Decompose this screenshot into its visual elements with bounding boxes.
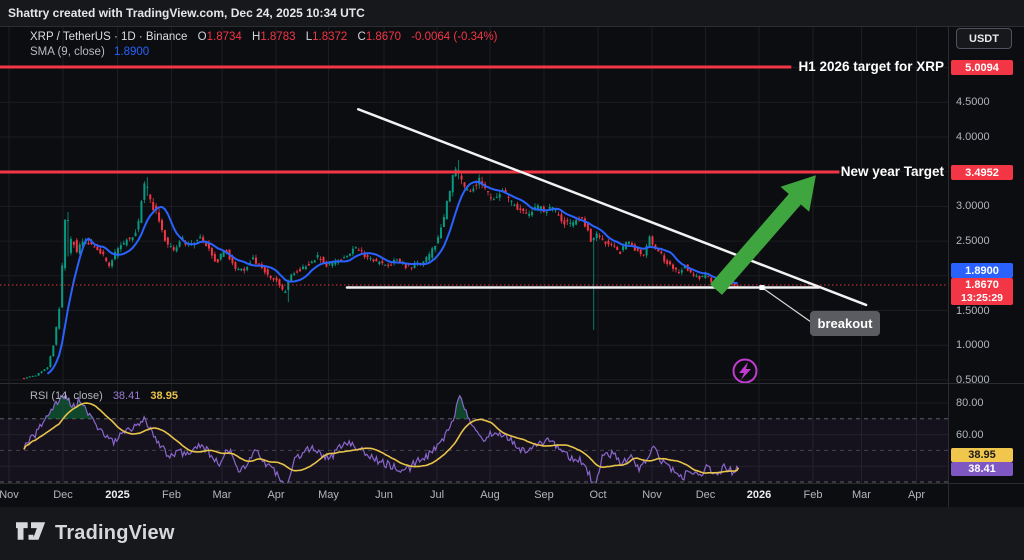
rsi-tick: 80.00: [956, 397, 984, 409]
sma-line: [46, 180, 738, 375]
chart-background: [0, 26, 1024, 507]
open-value: 1.8734: [206, 31, 242, 43]
breakout-callout-line: [761, 287, 812, 323]
breakout-callout-label[interactable]: breakout: [810, 311, 880, 336]
last-price-badge: 1.8670 13:25:29: [951, 278, 1013, 305]
open-label: O: [197, 31, 207, 43]
price-tick: 4.5000: [956, 96, 990, 109]
close-value: 1.8670: [365, 31, 401, 43]
time-axis-label: Apr: [907, 489, 926, 501]
time-axis-label: Nov: [642, 489, 662, 501]
rsi-tick: 60.00: [956, 428, 984, 441]
time-axis-label: Jul: [429, 489, 445, 501]
target-line-2-label[interactable]: New year Target: [840, 164, 944, 179]
high-value: 1.8783: [260, 31, 296, 43]
time-axis[interactable]: Nov Dec 2025 Feb Mar Apr May Jun Jul Aug Sep Oct Nov…: [0, 484, 948, 506]
rsi-band: [0, 418, 948, 483]
footer-bar: TradingView: [0, 507, 1024, 560]
grid-lines: [0, 26, 948, 483]
price-tick: 1.5000: [956, 304, 990, 317]
time-axis-label: Nov: [0, 489, 19, 501]
high-label: H: [252, 31, 261, 43]
descending-trendline[interactable]: [356, 107, 868, 307]
target-line-1-label[interactable]: H1 2026 target for XRP: [798, 59, 944, 74]
time-axis-label: Mar: [212, 489, 232, 501]
time-axis-label: Dec: [53, 489, 73, 501]
price-tick: 2.5000: [956, 235, 990, 248]
rsi-ma-badge: 38.95: [951, 448, 1013, 462]
rsi-title: RSI (14, close): [30, 390, 103, 402]
target-2-price-badge: 3.4952: [951, 165, 1013, 180]
flash-icon[interactable]: [732, 358, 758, 384]
candlestick-series: [22, 159, 739, 380]
last-price-value: 1.8670: [965, 279, 999, 291]
tradingview-logo-text: TradingView: [55, 522, 175, 544]
rsi-ma-value: 38.95: [150, 390, 178, 402]
symbol-legend[interactable]: XRP / TetherUS · 1D · Binance O1.8734 H1…: [30, 31, 498, 43]
breakout-arrow[interactable]: [710, 175, 816, 295]
time-axis-label: 2026: [746, 489, 772, 501]
low-label: L: [305, 31, 313, 43]
price-tick: 0.5000: [956, 373, 990, 386]
time-axis-label: Jun: [375, 489, 393, 501]
time-axis-label: Feb: [162, 489, 181, 501]
price-tick: 1.0000: [956, 339, 990, 352]
close-label: C: [357, 31, 366, 43]
attribution-text: Shattry created with TradingView.com, De…: [8, 6, 365, 20]
time-axis-label: Mar: [852, 489, 871, 501]
symbol-title[interactable]: XRP / TetherUS · 1D · Binance: [30, 31, 188, 43]
rsi-value-badge: 38.41: [951, 462, 1013, 476]
callout-anchor-dot[interactable]: [759, 285, 765, 291]
price-tick: 3.0000: [956, 200, 990, 213]
rsi-plot: [23, 392, 740, 483]
sma-legend[interactable]: SMA (9, close) 1.8900: [30, 46, 149, 58]
attribution-bar: Shattry created with TradingView.com, De…: [0, 0, 1024, 27]
time-axis-label: Sep: [534, 489, 554, 501]
bar-countdown: 13:25:29: [960, 292, 1004, 304]
currency-toggle-button[interactable]: USDT: [956, 28, 1012, 49]
tradingview-logo[interactable]: TradingView: [16, 522, 175, 545]
time-axis-label: Feb: [803, 489, 823, 501]
currency-toggle-label: USDT: [969, 32, 999, 45]
time-axis-label: 2025: [105, 489, 130, 501]
low-value: 1.8372: [312, 31, 348, 43]
time-axis-label: May: [318, 489, 339, 501]
time-axis-label: Apr: [267, 489, 285, 501]
time-axis-label: Dec: [695, 489, 716, 501]
sma-value: 1.8900: [113, 46, 150, 58]
time-axis-label: Oct: [589, 489, 607, 501]
rsi-legend[interactable]: RSI (14, close) 38.41 38.95: [30, 390, 178, 402]
sma-label: SMA (9, close): [30, 46, 105, 58]
rsi-value: 38.41: [112, 390, 141, 402]
sma-price-badge: 1.8900: [951, 263, 1013, 278]
price-tick: 4.0000: [956, 131, 990, 143]
tradingview-logo-icon: [16, 522, 46, 540]
change-value: -0.0064 (-0.34%): [411, 31, 498, 43]
time-axis-label: Aug: [480, 489, 500, 501]
target-1-price-badge: 5.0094: [951, 60, 1013, 75]
